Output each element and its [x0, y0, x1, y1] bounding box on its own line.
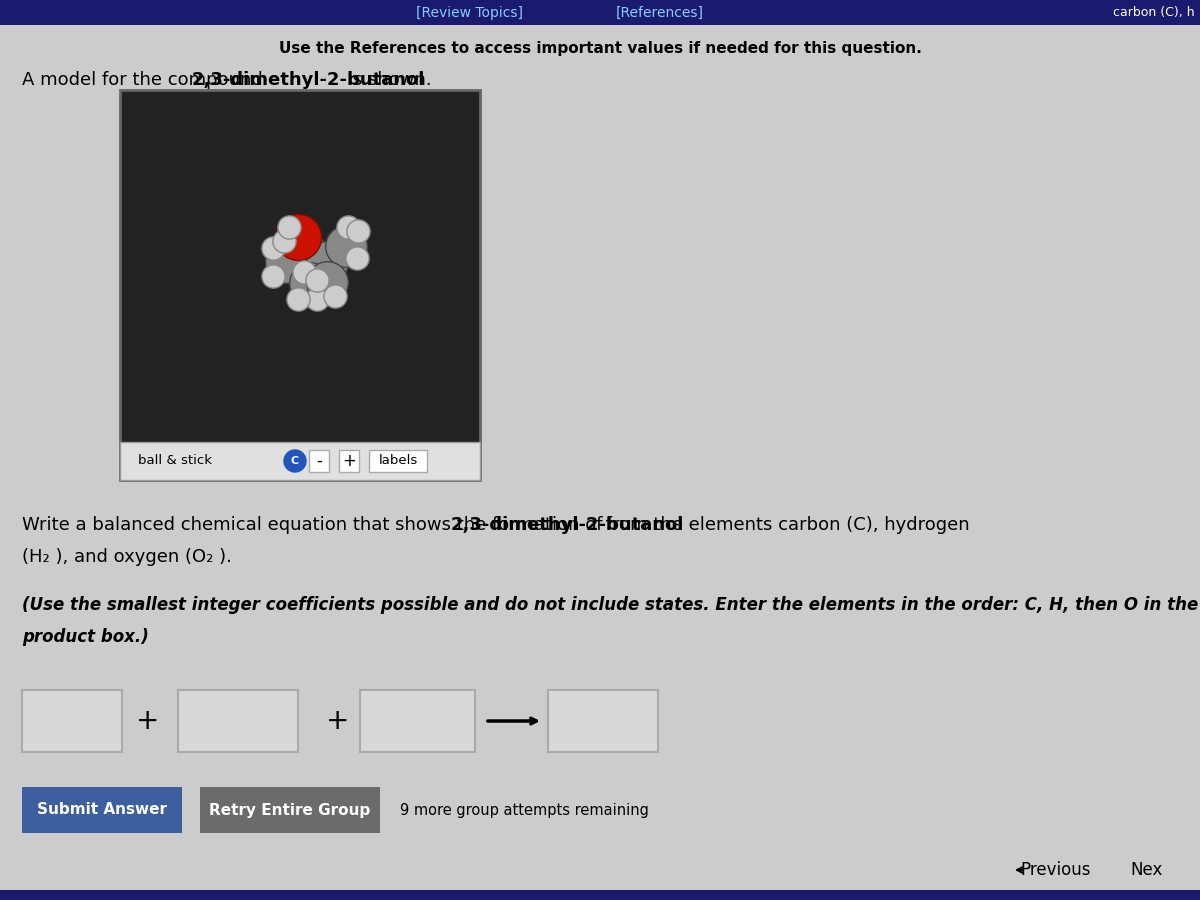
Text: Retry Entire Group: Retry Entire Group — [209, 803, 371, 817]
Text: -: - — [316, 452, 322, 470]
Text: Previous: Previous — [1020, 861, 1091, 879]
Text: from the elements carbon (C), hydrogen: from the elements carbon (C), hydrogen — [600, 516, 970, 534]
Text: is shown.: is shown. — [342, 71, 431, 89]
FancyBboxPatch shape — [120, 442, 480, 480]
Point — [349, 223, 368, 238]
Point — [288, 292, 307, 306]
Text: Write a balanced chemical equation that shows the formation of: Write a balanced chemical equation that … — [22, 516, 608, 534]
Point — [280, 220, 299, 235]
Text: (Use the smallest integer coefficients possible and do not include states. Enter: (Use the smallest integer coefficients p… — [22, 596, 1199, 614]
FancyBboxPatch shape — [120, 90, 480, 480]
FancyBboxPatch shape — [22, 690, 122, 752]
Point — [318, 274, 337, 289]
Point — [294, 266, 313, 280]
FancyBboxPatch shape — [310, 450, 329, 472]
Text: +: + — [326, 707, 349, 735]
Point — [307, 273, 326, 287]
FancyBboxPatch shape — [548, 690, 658, 752]
Text: C: C — [290, 456, 299, 466]
Point — [301, 276, 320, 291]
Text: [Review Topics]: [Review Topics] — [416, 5, 523, 20]
Point — [276, 255, 295, 269]
Text: Submit Answer: Submit Answer — [37, 803, 167, 817]
Text: ball & stick: ball & stick — [138, 454, 212, 467]
FancyBboxPatch shape — [340, 450, 359, 472]
Text: Use the References to access important values if needed for this question.: Use the References to access important v… — [278, 40, 922, 56]
Text: labels: labels — [378, 454, 418, 467]
Text: A model for the compound: A model for the compound — [22, 71, 269, 89]
Point — [307, 292, 326, 306]
Point — [264, 240, 283, 255]
Point — [275, 234, 294, 248]
Text: 2,3-dimethyl-2-butanol: 2,3-dimethyl-2-butanol — [450, 516, 684, 534]
Text: +: + — [342, 452, 356, 470]
Circle shape — [284, 450, 306, 472]
Point — [264, 268, 283, 283]
FancyBboxPatch shape — [0, 890, 1200, 900]
FancyBboxPatch shape — [178, 690, 298, 752]
Point — [338, 220, 358, 235]
Point — [336, 238, 355, 253]
Point — [325, 289, 344, 303]
Point — [298, 247, 317, 261]
FancyBboxPatch shape — [0, 0, 1200, 25]
FancyBboxPatch shape — [360, 690, 475, 752]
Text: 9 more group attempts remaining: 9 more group attempts remaining — [400, 803, 649, 817]
Point — [347, 251, 366, 266]
Text: 2,3-dimethyl-2-butanol: 2,3-dimethyl-2-butanol — [192, 71, 425, 89]
Point — [318, 255, 337, 269]
Text: Nex: Nex — [1130, 861, 1163, 879]
FancyBboxPatch shape — [370, 450, 427, 472]
Text: +: + — [137, 707, 160, 735]
FancyBboxPatch shape — [22, 787, 182, 833]
Text: (H₂ ), and oxygen (O₂ ).: (H₂ ), and oxygen (O₂ ). — [22, 548, 232, 566]
Text: product box.): product box.) — [22, 628, 149, 646]
Text: carbon (C), h: carbon (C), h — [1114, 6, 1195, 19]
Point — [288, 230, 307, 244]
FancyBboxPatch shape — [200, 787, 380, 833]
Text: [References]: [References] — [616, 5, 704, 20]
